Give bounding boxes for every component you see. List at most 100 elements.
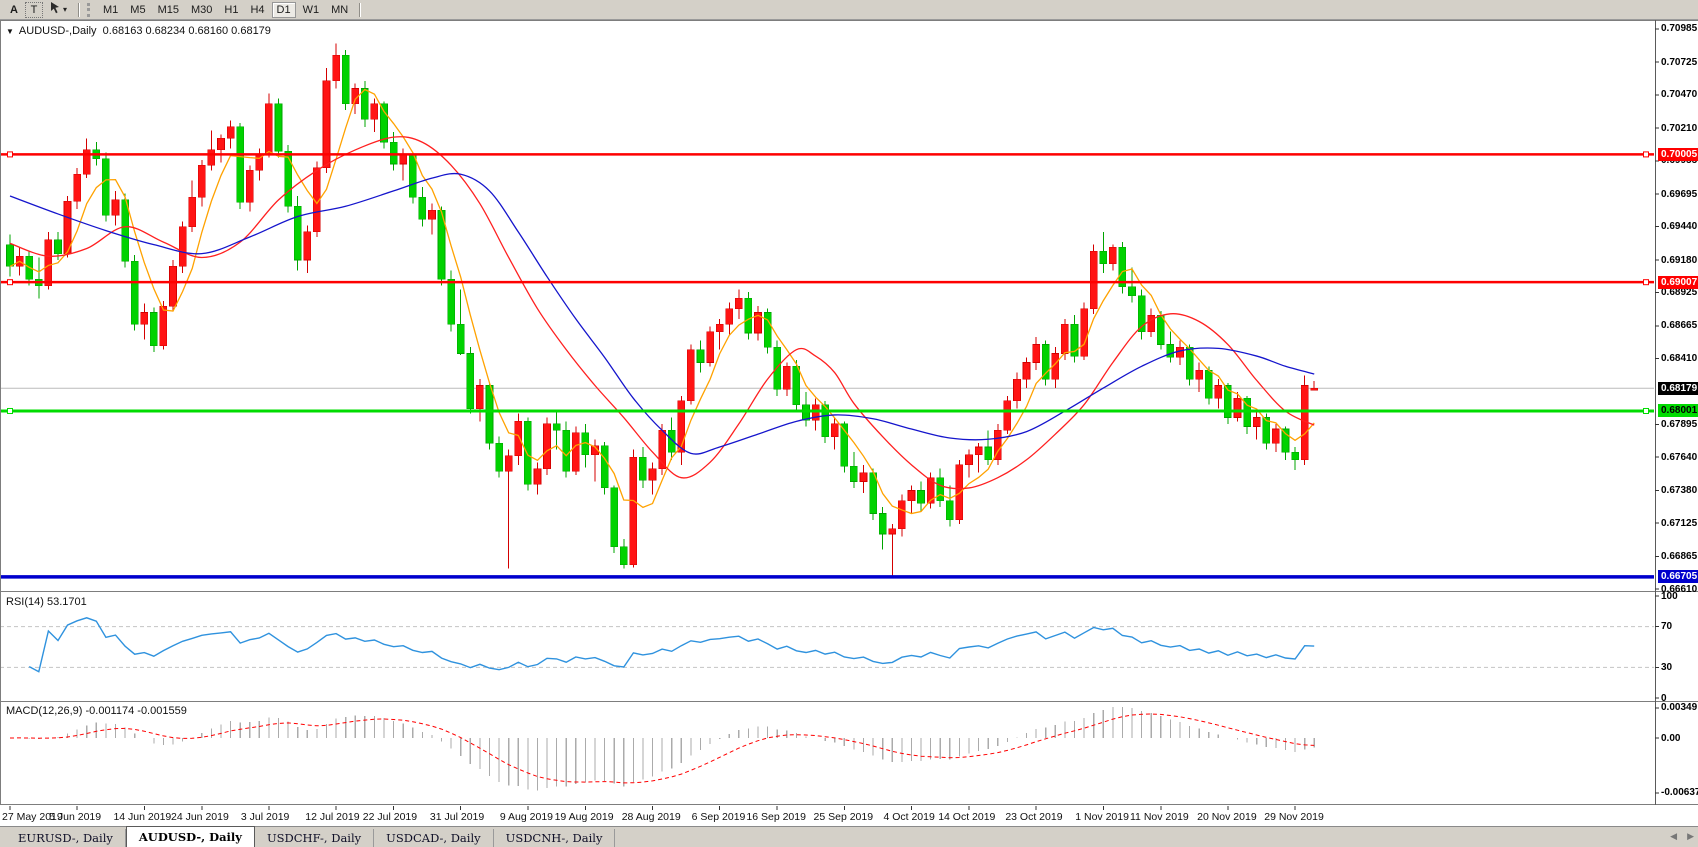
macd-value: -0.001174 [85,705,135,717]
price-tick-label: 0.68925 [1661,287,1698,299]
chart-tab-audusd[interactable]: AUDUSD-, Daily [125,826,255,847]
candle-body [907,490,916,502]
resistance-line-1-handle[interactable] [1643,151,1649,158]
candle-body [552,423,561,431]
candle-body [6,244,14,267]
timeframe-button-d1[interactable]: D1 [271,1,296,18]
candle-body [265,103,273,155]
tab-scroll-left-button[interactable]: ◀ [1670,831,1678,841]
candle-body [543,423,551,470]
candle-body [389,141,398,165]
candle-body [1185,346,1194,380]
text-label-tool-button[interactable]: T [25,1,43,18]
candle-body [54,239,62,254]
support-line-green-handle[interactable] [1643,407,1649,414]
candle-body [1252,417,1261,427]
candle-body [447,278,455,325]
candle-body [687,349,695,402]
price-tick-label: 0.67640 [1661,451,1698,463]
tab-scroll-right-button[interactable]: ▶ [1687,831,1694,841]
candle-body [485,385,494,444]
candle-body [706,331,714,363]
candle-body [169,266,177,307]
timeframe-button-m5[interactable]: M5 [130,3,146,16]
candle-body [936,477,945,502]
chart-tab-usdcad[interactable]: USDCAD-, Daily [374,829,494,847]
macd-tick-label: 0.00349 [1661,702,1698,714]
cursor-tool-button[interactable]: ▾ [45,2,72,18]
date-tick-label: 28 Aug 2019 [621,811,681,823]
date-tick-label: 6 Sep 2019 [691,811,746,823]
candle-body [140,312,149,325]
candle-body [408,154,417,198]
candle-body [1233,398,1242,418]
timeframe-button-mn[interactable]: MN [331,3,349,16]
chart-tab-usdcnh[interactable]: USDCNH-, Daily [494,829,616,847]
date-tick-label: 20 Nov 2019 [1197,811,1257,823]
candle-body [284,150,292,207]
rsi-tick-label: 0 [1661,692,1667,704]
timeframe-button-m15[interactable]: M15 [157,3,179,16]
rsi-panel [1,617,1654,673]
candle-body [1147,314,1156,333]
timeframe-button-h4[interactable]: H4 [250,3,265,16]
candle-body [207,149,216,166]
candle-body [1003,400,1012,431]
rsi-tick-label: 100 [1661,590,1678,602]
timeframe-button-m1[interactable]: M1 [103,3,119,16]
candle-body [1032,344,1040,363]
arrow-text-tool-button[interactable]: A [10,3,18,16]
candle-body [524,421,532,485]
candle-body [715,323,724,333]
resistance-line-1-handle[interactable] [7,151,13,158]
candle-body [150,312,158,347]
candle-body [965,454,973,466]
price-tick-label: 0.67380 [1661,484,1698,496]
resistance-line-2-handle[interactable] [1643,279,1649,286]
candle-body [888,528,897,535]
support-line-green-handle[interactable] [7,407,13,414]
candle-body [332,54,340,82]
candle-body [840,423,849,467]
candle-body [735,298,743,309]
candle-body [111,199,120,216]
price-tick-label: 0.70985 [1661,23,1698,35]
resistance-line-2-handle[interactable] [7,279,13,286]
candle-body [917,490,925,504]
price-tick-label: 0.66865 [1661,550,1698,562]
candle-body [1262,417,1271,444]
chart-dropdown-icon[interactable]: ▼ [6,27,14,36]
date-tick-label: 14 Oct 2019 [938,811,996,823]
main-chart-panel [1,43,1654,579]
candle-body [782,366,791,390]
candle-body [984,446,992,461]
candle-body [754,312,762,334]
candles-layer [6,43,1319,577]
quote-open: 0.68163 [102,25,143,37]
macd-signal-line [9,713,1315,784]
slow-ma-line [9,172,1315,455]
candle-body [821,404,829,438]
timeframe-button-m30[interactable]: M30 [190,3,213,16]
timeframe-button-w1[interactable]: W1 [302,3,320,16]
candle-body [830,423,839,438]
candle-body [293,205,302,261]
chart-tab-eurusd[interactable]: EURUSD-, Daily [6,829,126,847]
toolbar-grip[interactable] [87,2,93,17]
quote-high: 0.68234 [145,25,186,37]
date-tick-label: 25 Sep 2019 [813,811,874,823]
candle-body [188,197,197,228]
candle-body [610,487,618,548]
candle-body [226,126,235,139]
price-tick-label: 0.69440 [1661,221,1698,233]
timeframe-button-h1[interactable]: H1 [224,3,239,16]
rsi-indicator-label: RSI(14) 53.1701 [6,596,87,608]
cursor-icon [50,2,61,17]
chart-tab-bar: EURUSD-, Daily AUDUSD-, Daily USDCHF-, Dai… [0,826,1698,847]
price-tick-label: 0.69180 [1661,254,1698,266]
candle-body [245,170,254,203]
candle-body [418,197,427,220]
chart-tab-usdchf[interactable]: USDCHF-, Daily [255,829,375,847]
